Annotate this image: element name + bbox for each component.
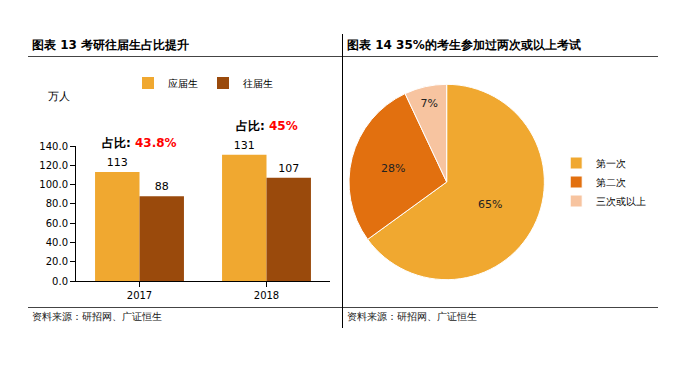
svg-text:7%: 7% [420,97,437,110]
svg-text:2017: 2017 [127,290,152,301]
svg-text:万人: 万人 [48,90,70,103]
html-text:资料来源：研招网、广证恒生: 资料来源：研招网、广证恒生 [32,311,162,322]
svg-text:往届生: 往届生 [243,78,273,89]
svg-text:88: 88 [155,180,169,193]
svg-text:20.0: 20.0 [46,256,68,267]
svg-text:60.0: 60.0 [46,218,68,229]
html-text:图表 14 35%的考生参加过两次或以上考试: 图表 14 35%的考生参加过两次或以上考试 [347,38,581,52]
svg-text:第一次: 第一次 [596,158,626,169]
html-text:资料来源：研招网、广证恒生: 资料来源：研招网、广证恒生 [347,311,477,322]
html-text:图表 13 考研往届生占比提升: 图表 13 考研往届生占比提升 [32,38,190,52]
svg-text:100.0: 100.0 [39,179,68,190]
svg-text:40.0: 40.0 [46,237,68,248]
svg-text:131: 131 [234,139,255,152]
svg-text:80.0: 80.0 [46,198,68,209]
svg-text:113: 113 [107,156,128,169]
svg-text:0.0: 0.0 [52,276,68,287]
svg-text:120.0: 120.0 [39,160,68,171]
svg-text:第二次: 第二次 [596,177,626,188]
svg-text:28%: 28% [381,162,405,175]
svg-text:应届生: 应届生 [168,78,198,89]
svg-text:107: 107 [278,162,299,175]
svg-text:占比: 43.8%: 占比: 43.8% [102,136,177,150]
svg-text:三次或以上: 三次或以上 [596,196,646,207]
svg-text:140.0: 140.0 [39,141,68,152]
svg-text:占比: 45%: 占比: 45% [236,119,298,133]
svg-text:65%: 65% [478,198,502,211]
svg-text:2018: 2018 [254,290,279,301]
